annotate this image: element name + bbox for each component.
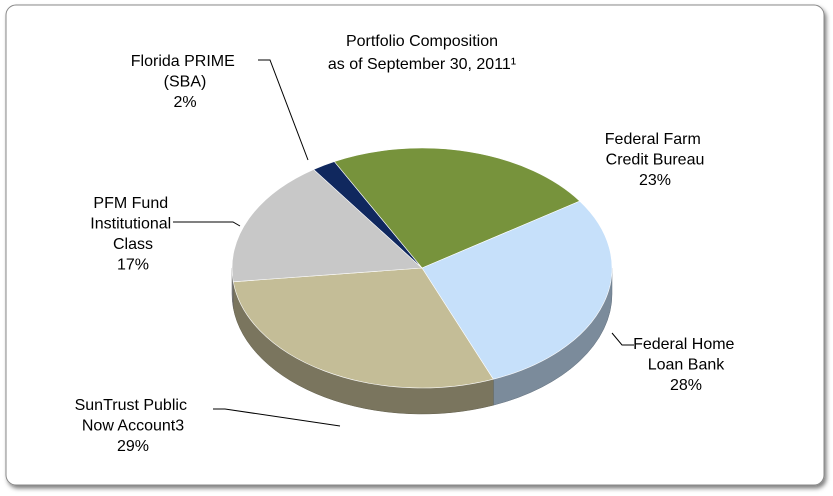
value-label: 2%	[173, 94, 196, 111]
value-label: 17%	[117, 257, 149, 274]
slice-label: Federal Farm Credit Bureau	[605, 131, 705, 169]
value-label: 23%	[639, 172, 671, 189]
slice	[333, 147, 581, 269]
leader-line	[611, 332, 634, 346]
slice	[231, 169, 423, 283]
leader-line	[213, 408, 341, 427]
slice-label: PFM Fund Institutional Class	[90, 195, 175, 253]
leaders	[173, 59, 634, 427]
chart-title: Portfolio Composition	[346, 33, 498, 50]
slice	[313, 161, 423, 269]
slice-label: SunTrust Public Now Account3	[75, 397, 192, 435]
leader-line	[258, 59, 309, 161]
value-label: 29%	[117, 438, 149, 455]
slice	[232, 267, 494, 389]
leader-line	[173, 221, 241, 227]
pie-tops	[231, 147, 613, 389]
value-label: 28%	[670, 377, 702, 394]
chart-subtitle: as of September 30, 2011¹	[328, 56, 516, 73]
slice-label: Federal Home Loan Bank	[633, 336, 739, 374]
slice-label: Florida PRIME (SBA)	[131, 53, 239, 91]
slice	[421, 200, 613, 380]
